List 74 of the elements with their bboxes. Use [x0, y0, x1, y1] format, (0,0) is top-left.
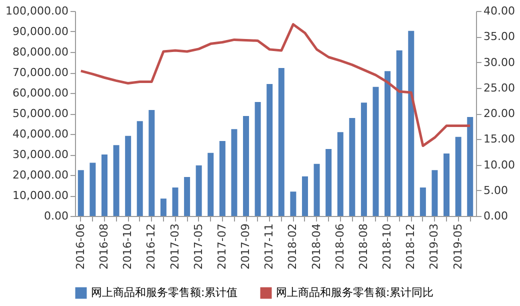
x-tick-label: 2018-04 — [310, 224, 323, 270]
bar — [420, 188, 426, 216]
y-tick-label: 0.00 — [44, 210, 68, 222]
x-tick-label: 2018-08 — [356, 224, 370, 270]
x-tick-label: 2019-05 — [451, 224, 464, 270]
bar — [337, 132, 344, 216]
x-tick-label: 2017-09 — [239, 224, 252, 270]
x-tick-label: 2018-12 — [404, 224, 418, 270]
y2-tick-label: 10.00 — [484, 158, 515, 172]
bar — [326, 148, 332, 216]
y-tick-label: 70,000.00 — [12, 66, 68, 79]
bar — [444, 153, 450, 216]
x-tick-label: 2017-07 — [215, 224, 228, 270]
bar — [78, 170, 84, 216]
y-tick-label: 50,000.00 — [12, 107, 68, 120]
y2-tick-label: 0.00 — [484, 210, 508, 222]
bar — [101, 154, 108, 216]
bar — [184, 177, 190, 216]
bar — [432, 170, 438, 216]
x-tick-label: 2017-05 — [192, 224, 205, 270]
x-tick-label: 2018-02 — [286, 224, 300, 270]
y2-tick-label: 15.00 — [484, 132, 515, 146]
bar — [467, 116, 474, 216]
bar — [172, 188, 178, 216]
y-tick-label: 80,000.00 — [12, 46, 68, 58]
bar — [384, 71, 391, 216]
x-tick-label: 2016-12 — [144, 224, 158, 270]
y2-tick-label: 35.00 — [484, 30, 515, 44]
y2-tick-label: 5.00 — [484, 184, 508, 197]
y2-tick-label: 40.00 — [484, 4, 515, 18]
bar — [372, 86, 379, 216]
bar — [243, 116, 250, 216]
y2-tick-label: 30.00 — [484, 56, 515, 69]
bar — [290, 192, 296, 216]
x-tick-label: 2016-08 — [97, 224, 110, 270]
bar — [266, 84, 273, 216]
bar — [302, 176, 308, 216]
y-tick-label: 90,000.00 — [12, 25, 68, 38]
y-tick-label: 60,000.00 — [12, 86, 68, 100]
bar — [160, 198, 166, 216]
x-tick-label: 2017-11 — [262, 224, 276, 270]
bar — [349, 118, 356, 216]
bar — [455, 136, 462, 216]
bar — [360, 102, 367, 216]
bar — [196, 165, 202, 216]
y-tick-label: 20,000.00 — [12, 168, 68, 182]
x-tick-label: 2019-03 — [428, 224, 441, 270]
bar — [219, 140, 226, 216]
bar — [136, 121, 143, 216]
bar — [254, 102, 261, 216]
x-tick-label: 2018-10 — [380, 224, 394, 270]
y-tick-label: 30,000.00 — [12, 148, 68, 161]
x-tick-label: 2016-06 — [74, 224, 87, 270]
y2-tick-label: 20.00 — [484, 107, 515, 120]
y-tick-label: 10,000.00 — [12, 189, 68, 202]
bar — [113, 145, 120, 216]
line-series — [80, 23, 472, 148]
bar — [90, 162, 96, 216]
bar — [231, 129, 238, 216]
bar — [148, 110, 155, 216]
bar — [278, 68, 284, 216]
bar — [125, 136, 132, 216]
x-tick-label: 2016-10 — [121, 224, 134, 270]
bar — [408, 30, 414, 216]
legend-label: 网上商品和服务零售额:累计同比 — [276, 286, 434, 299]
y-tick-label: 40,000.00 — [12, 128, 68, 140]
legend-label: 网上商品和服务零售额:累计值 — [91, 286, 238, 299]
x-tick-label: 2017-03 — [168, 224, 182, 270]
y2-tick-label: 25.00 — [484, 81, 515, 94]
y-tick-label: 100,000.00 — [6, 4, 68, 18]
bar — [208, 152, 214, 216]
x-tick-label: 2018-06 — [333, 224, 346, 270]
bar — [314, 164, 320, 216]
bar — [396, 50, 402, 216]
